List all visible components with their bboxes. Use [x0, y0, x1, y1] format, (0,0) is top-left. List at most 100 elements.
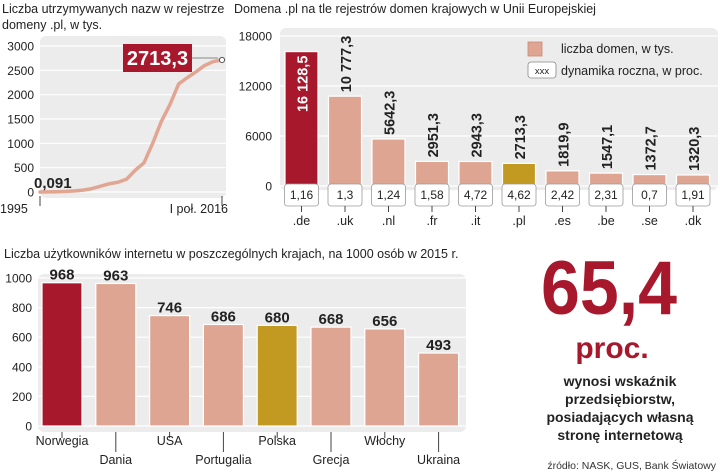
chart2-growth-label: 4,72: [464, 188, 488, 202]
chart2-y-tick-label: 18000: [239, 30, 273, 44]
chart3-bars: 968 Norwegia 963 Dania 746 USA 686 Portugalia 68…: [36, 267, 461, 467]
chart1-title-line1: Liczba utrzymywanych nazw w rejestrze: [2, 2, 224, 16]
chart2-growth-label: 1,16: [290, 188, 314, 202]
chart2-y-ticks: 0 6000 12000 18000: [239, 30, 273, 194]
chart1-x-end-label: I poł. 2016: [170, 202, 228, 216]
chart2-value-label: 1547,1: [600, 125, 616, 169]
callout-line-2: przedsiębiorstw,: [565, 391, 675, 407]
chart1-plot-area: [40, 36, 226, 198]
chart2-y-tick-label: 6000: [245, 130, 272, 144]
chart3-category-label: Włochy: [364, 434, 406, 448]
chart2-growth-label: 4,62: [507, 188, 531, 202]
chart2-legend-box-swatch: [527, 61, 557, 79]
chart3-bar: [310, 326, 352, 427]
chart2-bar: [371, 138, 406, 187]
chart3-plot-area: [38, 274, 466, 432]
chart2-category-label: .es: [554, 214, 571, 228]
chart1-series-line: [38, 58, 224, 194]
chart3-value-label: 680: [265, 309, 290, 326]
chart3-value-label: 963: [103, 267, 128, 284]
chart1-y-tick-label: 3000: [7, 40, 34, 54]
chart1-gridlines: [40, 45, 226, 193]
chart1-end-value-label: 2713,3: [127, 48, 188, 70]
chart2-growth-label: 2,31: [594, 188, 618, 202]
chart3-bar: [95, 282, 137, 427]
chart2-value-label: 2713,3: [513, 115, 529, 159]
callout-line-1: wynosi wskaźnik: [563, 373, 677, 389]
chart1-y-tick-label: 0: [27, 186, 34, 200]
callout: 65,4 proc. wynosi wskaźnik przedsiębiors…: [541, 246, 717, 472]
chart2-y-tick-label: 12000: [239, 80, 273, 94]
chart3-bar: [149, 314, 191, 427]
chart2-bar: [458, 160, 493, 187]
chart3-y-tick-label: 600: [12, 331, 32, 345]
chart2-value-label: 2943,3: [470, 113, 486, 157]
chart1-y-tick-label: 2000: [7, 88, 34, 102]
chart3-y-tick-label: 1000: [5, 272, 32, 286]
chart3-value-label: 968: [49, 267, 74, 284]
chart1-title-line2: domeny .pl, w tys.: [2, 18, 102, 32]
callout-big-number: 65,4: [541, 246, 677, 330]
chart2-bar: [284, 50, 319, 187]
chart3-y-tick-label: 200: [12, 390, 32, 404]
chart3-bar: [256, 324, 298, 427]
chart3-y-ticks: 0 200 400 600 800 1000: [5, 272, 32, 434]
chart3-category-label: Polska: [258, 434, 296, 448]
chart1-y-tick-label: 2500: [7, 64, 34, 78]
chart2-category-label: .nl: [382, 214, 395, 228]
chart2-value-label: 10 777,3: [339, 36, 355, 92]
chart3-category-label: Ukraina: [417, 453, 460, 467]
chart3-value-label: 686: [211, 308, 236, 325]
chart3-title: Liczba użytkowników internetu w poszczeg…: [4, 247, 458, 261]
chart2-value-label: 2951,3: [426, 113, 442, 157]
internet-users-chart: Liczba użytkowników internetu w poszczeg…: [4, 247, 466, 467]
chart2-value-label: 1372,7: [644, 126, 660, 170]
eu-registries-chart: Domena .pl na tle rejestrów domen krajow…: [234, 2, 718, 228]
chart2-value-label: 1819,9: [557, 122, 573, 166]
chart2-category-label: .it: [471, 214, 481, 228]
chart3-value-label: 746: [157, 300, 182, 317]
chart2-category-label: .de: [293, 214, 310, 228]
chart1-x-start-label: 1995: [0, 202, 28, 216]
chart2-growth-label: 0,7: [641, 188, 658, 202]
chart3-bar: [364, 328, 406, 427]
chart2-bars: 16 128,5 1,16 .de 10 777,3 1,3 .uk 5642,3 1,24.…: [284, 36, 711, 228]
callout-unit: proc.: [575, 332, 648, 365]
chart1-end-point: [218, 56, 226, 64]
chart2-growth-label: 2,42: [551, 188, 575, 202]
chart2-value-label: 1320,3: [687, 127, 703, 171]
chart2-title: Domena .pl na tle rejestrów domen krajow…: [234, 2, 596, 16]
chart2-category-label: .pl: [512, 214, 525, 228]
chart2-y-tick-label: 0: [265, 180, 272, 194]
chart2-legend-box-label: dynamika roczna, w proc.: [561, 64, 703, 78]
chart2-category-label: .dk: [685, 214, 702, 228]
chart2-bar: [327, 95, 363, 187]
callout-line-3: posiadających własną: [546, 409, 693, 425]
chart2-value-label: 16 128,5: [296, 56, 312, 112]
chart3-bar: [41, 282, 83, 427]
chart1-y-tick-label: 1000: [7, 137, 34, 151]
chart1-y-tick-label: 1500: [7, 113, 34, 127]
chart3-value-label: 656: [372, 313, 397, 330]
chart3-category-label: Grecja: [313, 453, 350, 467]
chart1-start-value-label: 0,091: [34, 175, 72, 192]
chart2-legend-box-sample: xxx: [535, 66, 550, 77]
callout-line-4: stronę internetową: [557, 427, 682, 443]
chart2-value-label: 5642,3: [383, 91, 399, 135]
chart1-end-value-badge: [123, 44, 192, 72]
source-note: źródło: NASK, GUS, Bank Światowy: [547, 459, 716, 472]
chart3-value-label: 493: [426, 337, 451, 354]
chart3-bar: [202, 323, 244, 427]
chart2-category-label: .fr: [426, 214, 437, 228]
chart2-growth-label: 1,24: [377, 188, 401, 202]
chart3-y-tick-label: 0: [25, 420, 32, 434]
chart3-category-label: USA: [157, 434, 183, 448]
chart3-value-label: 668: [318, 311, 343, 328]
chart2-category-label: .be: [597, 214, 614, 228]
chart2-growth-label: 1,91: [681, 188, 705, 202]
chart2-growth-label: 1,3: [337, 188, 354, 202]
chart2-growth-label: 1,58: [420, 188, 444, 202]
chart3-y-tick-label: 400: [12, 360, 32, 374]
chart2-bar: [414, 160, 450, 187]
